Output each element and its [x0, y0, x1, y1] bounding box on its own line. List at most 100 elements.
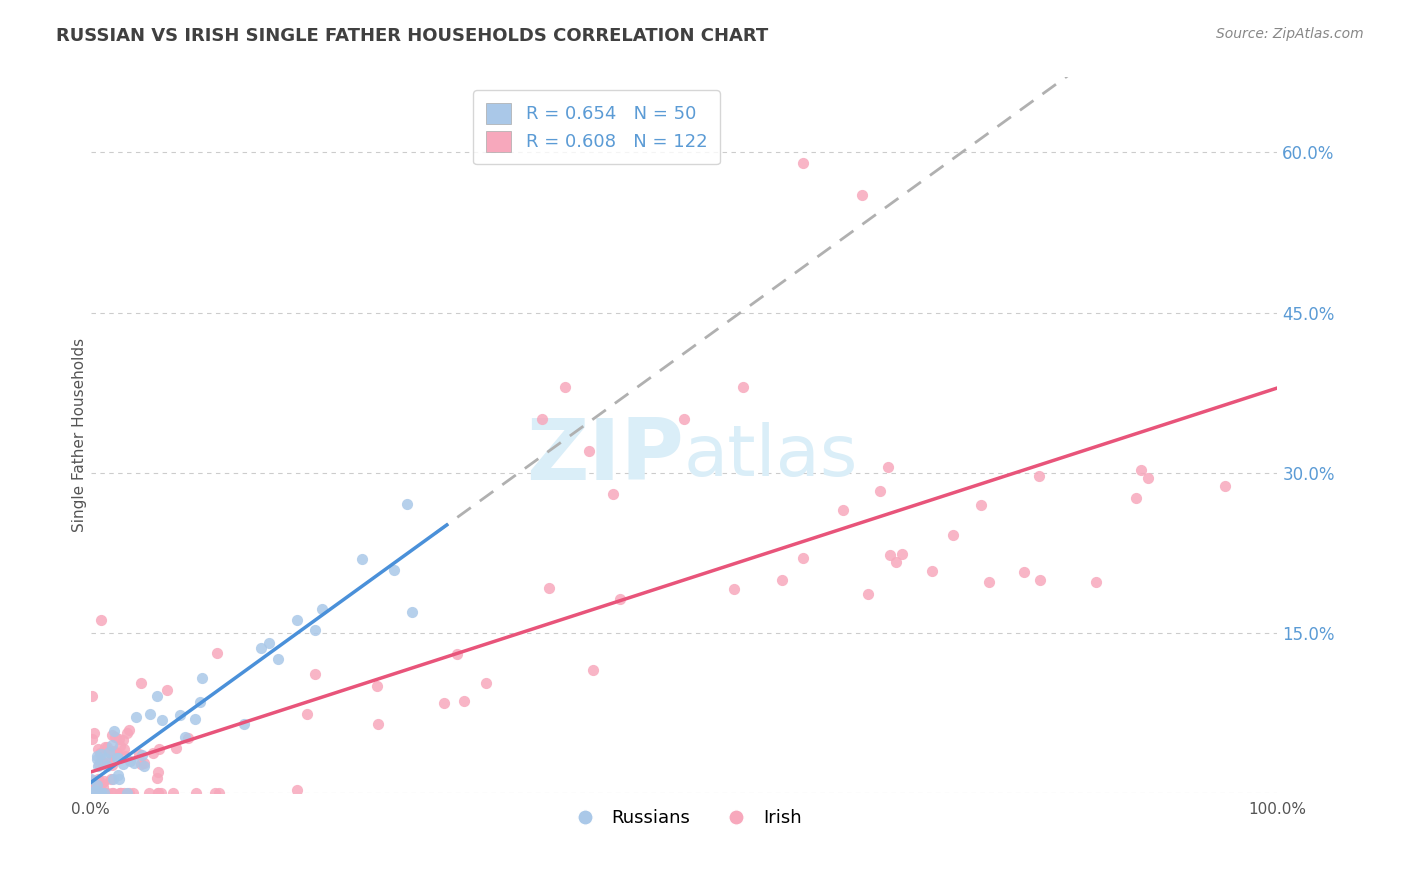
Point: [83, 786, 105, 800]
Point: [101, 729, 124, 743]
Point: [104, 730, 127, 744]
Point: [208, 786, 231, 800]
Point: [91, 776, 114, 790]
Text: RUSSIAN VS IRISH SINGLE FATHER HOUSEHOLDS CORRELATION CHART: RUSSIAN VS IRISH SINGLE FATHER HOUSEHOLD…: [56, 27, 769, 45]
Point: [232, 717, 254, 731]
Point: [146, 772, 169, 786]
Point: [110, 786, 132, 800]
Point: [142, 746, 165, 760]
Point: [114, 749, 136, 764]
Point: [93, 750, 115, 764]
Point: [115, 725, 138, 739]
Point: [107, 732, 129, 747]
Point: [91, 786, 114, 800]
Point: [446, 647, 468, 661]
Point: [146, 764, 169, 779]
Point: [91, 786, 114, 800]
Point: [101, 786, 124, 800]
Point: [891, 547, 914, 561]
Point: [1125, 491, 1147, 505]
Point: [148, 742, 170, 756]
Point: [879, 548, 901, 562]
Point: [118, 754, 141, 768]
Point: [105, 746, 128, 760]
Point: [101, 772, 124, 787]
Point: [100, 772, 122, 786]
Point: [82, 786, 104, 800]
Point: [84, 786, 107, 800]
Point: [128, 747, 150, 761]
Point: [970, 498, 993, 512]
Point: [80, 786, 103, 800]
Point: [672, 412, 695, 426]
Point: [103, 724, 125, 739]
Point: [96, 759, 118, 773]
Point: [188, 695, 211, 709]
Point: [83, 786, 105, 800]
Point: [87, 772, 110, 787]
Point: [183, 712, 205, 726]
Point: [101, 786, 124, 800]
Point: [87, 742, 110, 756]
Point: [90, 786, 112, 800]
Point: [107, 772, 129, 787]
Point: [118, 723, 141, 738]
Point: [942, 527, 965, 541]
Point: [1012, 566, 1035, 580]
Point: [110, 739, 132, 754]
Point: [91, 786, 114, 800]
Point: [107, 751, 129, 765]
Point: [453, 694, 475, 708]
Point: [205, 646, 228, 660]
Point: [538, 581, 561, 595]
Point: [86, 786, 108, 800]
Point: [792, 156, 814, 170]
Point: [90, 786, 112, 800]
Point: [869, 483, 891, 498]
Point: [86, 748, 108, 763]
Point: [89, 746, 111, 760]
Point: [101, 738, 124, 752]
Point: [770, 573, 793, 587]
Text: atlas: atlas: [683, 423, 859, 491]
Point: [101, 758, 124, 772]
Point: [87, 786, 110, 800]
Point: [139, 707, 162, 722]
Point: [122, 756, 145, 770]
Point: [530, 412, 553, 426]
Point: [475, 676, 498, 690]
Point: [578, 444, 600, 458]
Point: [204, 786, 226, 800]
Point: [110, 786, 132, 800]
Point: [90, 754, 112, 768]
Point: [118, 786, 141, 800]
Point: [80, 732, 103, 747]
Point: [733, 380, 755, 394]
Point: [367, 717, 389, 731]
Point: [86, 759, 108, 773]
Point: [134, 756, 156, 771]
Point: [582, 663, 605, 677]
Point: [87, 786, 110, 800]
Point: [1029, 573, 1052, 587]
Point: [174, 730, 197, 744]
Point: [285, 782, 308, 797]
Point: [91, 786, 114, 800]
Point: [1129, 463, 1152, 477]
Point: [90, 747, 112, 761]
Point: [89, 786, 111, 800]
Point: [83, 726, 105, 740]
Point: [250, 640, 273, 655]
Point: [554, 380, 576, 394]
Point: [382, 563, 405, 577]
Point: [80, 772, 103, 787]
Point: [177, 731, 200, 745]
Point: [86, 778, 108, 792]
Point: [112, 786, 135, 800]
Point: [93, 780, 115, 794]
Point: [876, 460, 898, 475]
Point: [1215, 479, 1237, 493]
Point: [103, 745, 125, 759]
Point: [350, 551, 373, 566]
Point: [146, 689, 169, 703]
